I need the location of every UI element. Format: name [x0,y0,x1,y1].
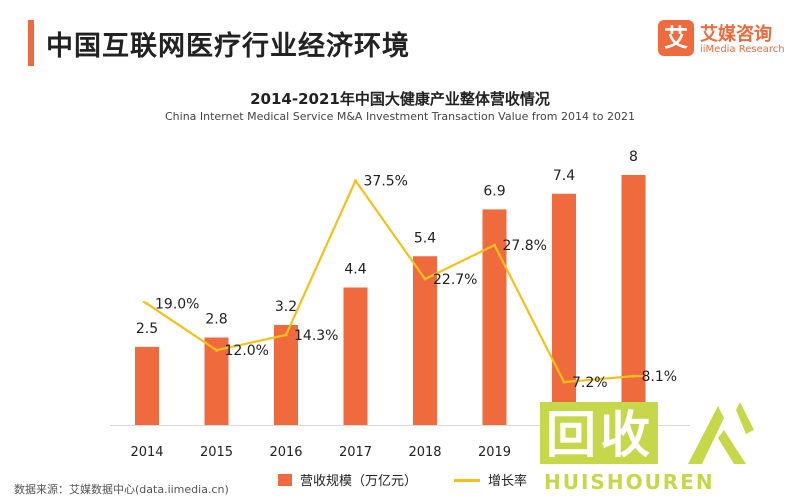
bar-label-2019: 6.9 [483,183,505,199]
brand-logo: 艾 艾媒咨询 iiMedia Research [658,20,788,64]
bar-2016 [274,325,298,425]
bar-label-2021: 8 [629,149,638,165]
growth-point-2021 [632,374,635,378]
watermark: 回收 HUISHOUREN [540,400,776,498]
growth-label-2020: 7.2% [572,375,608,391]
bar-2020 [552,193,576,425]
watermark-text: 回收 [546,406,654,464]
growth-point-2018 [423,277,427,281]
growth-label-2016: 14.3% [294,328,338,344]
bar-label-2015: 2.8 [205,312,227,328]
legend-label-revenue: 营收规模（万亿元） [300,474,418,489]
brand-name: 艾媒咨询 [700,24,772,45]
watermark-person-icon [688,402,754,464]
bar-2021 [621,175,646,425]
x-tick-2016: 2016 [269,445,302,460]
legend-label-growth: 增长率 [488,474,528,489]
bar-label-2020: 7.4 [553,168,575,184]
chart-title: 2014-2021年中国大健康产业整体营收情况 [250,90,550,108]
bar-2018 [413,256,437,425]
growth-label-2018: 22.7% [433,272,477,288]
bar-label-2016: 3.2 [275,299,297,315]
watermark-subtext: HUISHOUREN [544,470,715,494]
growth-point-2020 [562,380,566,384]
growth-point-2014 [145,302,149,306]
chart-subtitle: China Internet Medical Service M&A Inves… [164,110,636,123]
x-tick-2014: 2014 [130,445,163,460]
page-title: 中国互联网医疗行业经济环境 [46,31,410,62]
x-tick-2018: 2018 [408,445,441,460]
x-tick-2019: 2019 [478,445,511,460]
bar-label-2018: 5.4 [414,230,436,246]
data-source-note: 数据来源：艾媒数据中心(data.iimedia.cn) [14,483,229,496]
x-tick-2015: 2015 [200,445,233,460]
growth-rate-line [146,179,634,384]
bar-label-2017: 4.4 [344,262,366,278]
growth-point-2016 [284,333,288,337]
growth-point-2017 [354,179,357,183]
bar-2015 [204,337,229,425]
growth-label-2017: 37.5% [364,174,408,190]
growth-label-2021: 8.1% [642,369,678,385]
brand-mark-icon: 艾 [658,20,694,56]
x-tick-2017: 2017 [339,445,372,460]
brand-subtitle: iiMedia Research [700,44,785,55]
legend-line-swatch [454,479,480,482]
bar-2017 [343,287,368,425]
growth-label-2019: 27.8% [503,238,547,254]
growth-point-2019 [493,243,496,247]
legend-bar-swatch [278,474,292,486]
bar-label-2014: 2.5 [136,321,158,337]
watermark-box: 回收 [540,402,658,464]
bar-2014 [135,346,159,425]
growth-point-2015 [215,348,218,352]
growth-label-2014: 19.0% [155,297,199,313]
title-accent-bar [28,20,34,66]
growth-label-2015: 12.0% [225,343,269,359]
